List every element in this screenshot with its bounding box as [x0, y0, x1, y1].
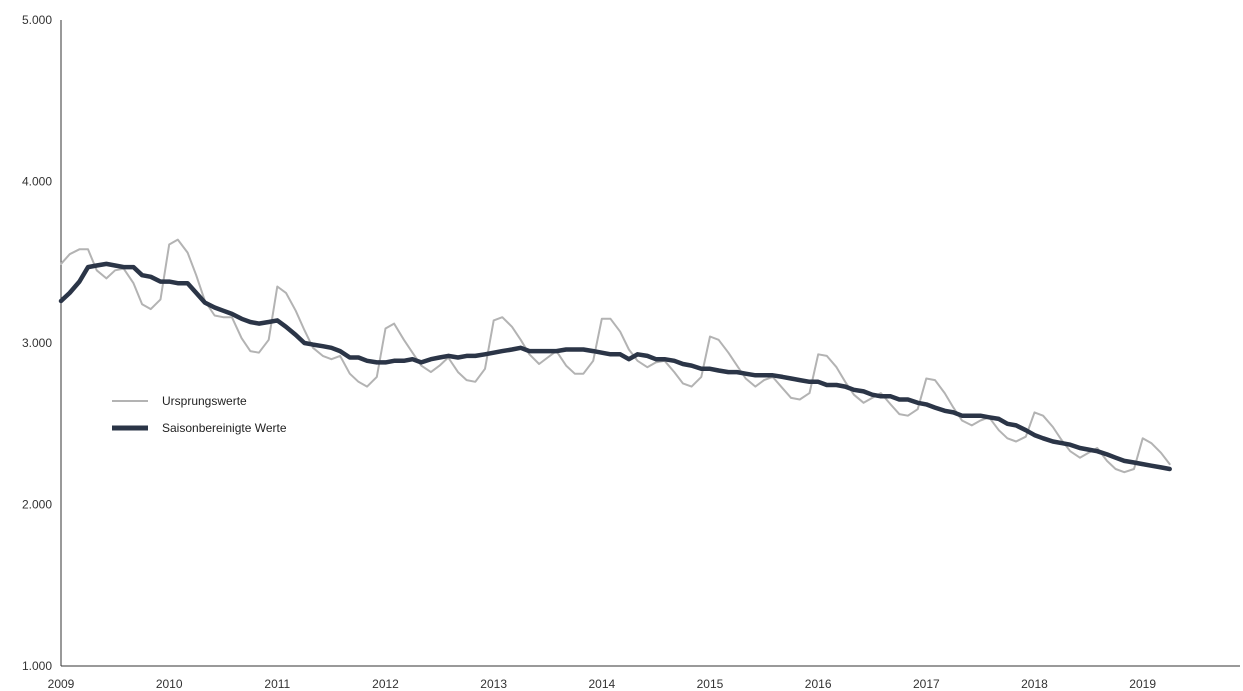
series-line-saisonbereinigte-werte — [58, 261, 1172, 472]
x-tick-label-2018: 2018 — [1021, 677, 1048, 691]
legend: Ursprungswerte Saisonbereinigte Werte — [112, 394, 287, 435]
x-tick-label-2014: 2014 — [588, 677, 615, 691]
x-tick-label-2011: 2011 — [264, 677, 290, 691]
y-tick-label-1-000: 1.000 — [22, 659, 52, 673]
x-tick-label-2019: 2019 — [1129, 677, 1156, 691]
x-tick-label-2009: 2009 — [48, 677, 75, 691]
y-tick-label-3-000: 3.000 — [22, 336, 52, 350]
y-tick-label-4-000: 4.000 — [22, 175, 52, 189]
series-ursprungswerte — [60, 238, 1171, 474]
y-tick-label-2-000: 2.000 — [22, 498, 52, 512]
y-tick-labels: 1.000 2.000 3.000 4.000 5.000 — [22, 13, 52, 673]
series-layer — [58, 238, 1172, 474]
series-line-ursprungswerte — [60, 238, 1171, 474]
x-tick-label-2017: 2017 — [913, 677, 940, 691]
x-tick-label-2016: 2016 — [805, 677, 832, 691]
x-tick-label-2012: 2012 — [372, 677, 399, 691]
legend-item-saisonbereinigte-werte: Saisonbereinigte Werte — [112, 421, 287, 435]
x-tick-label-2013: 2013 — [480, 677, 507, 691]
series-saisonbereinigte-werte — [58, 261, 1172, 472]
legend-label-saisonbereinigte-werte: Saisonbereinigte Werte — [162, 421, 287, 435]
x-tick-labels: 2009 2010 2011 2012 2013 2014 2015 2016 2017 2018… — [48, 677, 1157, 691]
legend-label-ursprungswerte: Ursprungswerte — [162, 394, 247, 408]
y-tick-label-5-000: 5.000 — [22, 13, 52, 27]
x-tick-label-2015: 2015 — [697, 677, 724, 691]
legend-item-ursprungswerte: Ursprungswerte — [112, 394, 247, 408]
x-tick-label-2010: 2010 — [156, 677, 183, 691]
